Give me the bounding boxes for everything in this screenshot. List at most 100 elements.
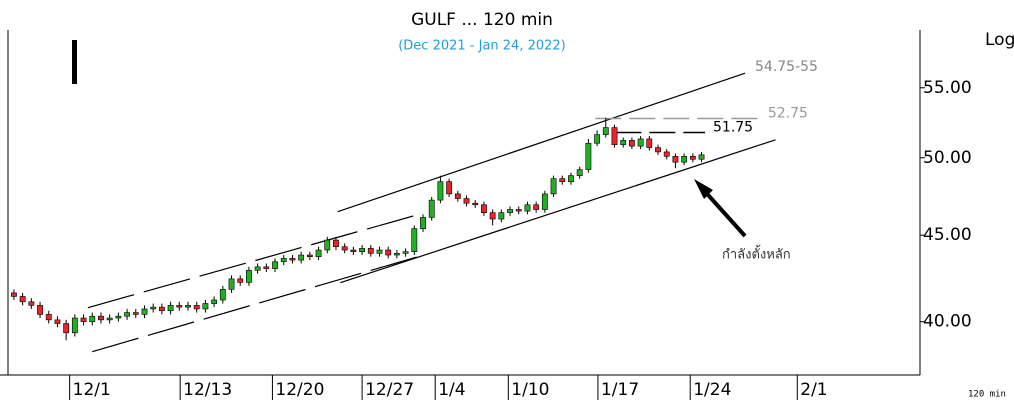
level-label: 51.75 bbox=[713, 120, 753, 136]
candle-body bbox=[472, 202, 479, 206]
candle-body bbox=[359, 248, 365, 252]
candle-body bbox=[228, 278, 235, 290]
candle-body bbox=[219, 289, 226, 301]
candle-body bbox=[11, 292, 17, 297]
x-tick-label: 1/24 bbox=[693, 380, 731, 400]
candle-body bbox=[507, 209, 513, 213]
candle-body bbox=[393, 253, 400, 256]
candle-body bbox=[106, 317, 113, 321]
y-tick-label: 40.00 bbox=[923, 312, 972, 332]
candle-body bbox=[254, 266, 261, 271]
candle-body bbox=[524, 204, 531, 212]
candle-body bbox=[202, 303, 209, 310]
candle-body bbox=[45, 314, 52, 321]
candle-body bbox=[481, 204, 487, 213]
candle-body bbox=[263, 266, 270, 269]
candle-body bbox=[298, 254, 305, 261]
candle-body bbox=[19, 296, 26, 303]
interval-label: 120 min bbox=[968, 390, 1006, 400]
candle-body bbox=[211, 299, 218, 304]
candle-body bbox=[515, 209, 522, 212]
candle-body bbox=[463, 198, 470, 204]
candle-body bbox=[411, 228, 418, 252]
candle-body bbox=[237, 278, 244, 283]
candle-body bbox=[158, 306, 165, 312]
level-label: 52.75 bbox=[768, 105, 808, 121]
x-tick-label: 12/13 bbox=[183, 380, 232, 400]
candle-body bbox=[150, 306, 157, 310]
candle-body bbox=[437, 181, 444, 201]
candle-body bbox=[585, 142, 592, 170]
candle-body bbox=[637, 138, 644, 147]
candle-body bbox=[620, 140, 627, 145]
candle-body bbox=[498, 212, 505, 220]
x-tick-label: 1/17 bbox=[601, 380, 639, 400]
candle-body bbox=[367, 248, 374, 254]
candle-body bbox=[698, 154, 705, 160]
candle-body bbox=[306, 254, 313, 258]
candle-body bbox=[141, 308, 148, 315]
x-tick-label: 1/10 bbox=[511, 380, 549, 400]
candle-body bbox=[280, 258, 287, 263]
cursor bbox=[72, 40, 77, 84]
candle-body bbox=[655, 147, 661, 153]
candle-body bbox=[80, 317, 87, 322]
y-tick-label: 55.00 bbox=[923, 78, 972, 98]
candle-body bbox=[568, 175, 574, 182]
candle-body bbox=[681, 156, 688, 163]
candle-body bbox=[272, 261, 278, 269]
candle-body bbox=[376, 249, 383, 254]
candle-body bbox=[672, 156, 679, 163]
candle-body bbox=[71, 317, 78, 334]
annotation: กำลังตั้งหลัก bbox=[722, 245, 791, 263]
candle-body bbox=[385, 249, 392, 256]
x-tick-label: 2/1 bbox=[800, 380, 827, 400]
candle-body bbox=[550, 178, 557, 195]
arrow-head bbox=[694, 179, 713, 199]
candle-body bbox=[602, 127, 609, 135]
candle-body bbox=[341, 246, 348, 251]
x-tick-label: 12/20 bbox=[275, 380, 324, 400]
candle-body bbox=[185, 305, 191, 308]
candle-body bbox=[628, 140, 635, 147]
chart-subtitle: (Dec 2021 - Jan 24, 2022) bbox=[398, 39, 566, 54]
trendline bbox=[340, 139, 776, 284]
candle-body bbox=[132, 312, 139, 315]
candle-body bbox=[193, 305, 200, 310]
y-tick-label: 45.00 bbox=[923, 225, 972, 245]
chart-title: GULF ... 120 min bbox=[411, 10, 553, 30]
candle-body bbox=[54, 319, 61, 324]
candle-body bbox=[63, 323, 70, 334]
candle-body bbox=[646, 138, 653, 148]
candle-body bbox=[541, 193, 548, 210]
candle-body bbox=[98, 315, 104, 321]
x-tick-label: 12/1 bbox=[73, 380, 111, 400]
candle-body bbox=[37, 305, 43, 315]
candle-body bbox=[533, 204, 540, 210]
candle-body bbox=[115, 315, 122, 319]
candle-body bbox=[594, 134, 600, 144]
candle-body bbox=[315, 249, 322, 258]
candle-body bbox=[402, 251, 409, 254]
candle-body bbox=[454, 193, 461, 199]
candle-body bbox=[289, 258, 296, 261]
candle-body bbox=[611, 127, 618, 145]
candle-body bbox=[428, 199, 435, 218]
y-tick-label: 50.00 bbox=[923, 148, 972, 168]
candle-body bbox=[420, 217, 426, 229]
candle-body bbox=[176, 305, 183, 308]
channel-label: 54.75-55 bbox=[755, 59, 818, 75]
candle-body bbox=[167, 305, 174, 312]
x-tick-label: 12/27 bbox=[365, 380, 414, 400]
candle-body bbox=[333, 239, 339, 247]
candle-body bbox=[350, 249, 357, 252]
candle-body bbox=[576, 169, 583, 176]
candle-body bbox=[124, 312, 130, 317]
trendline bbox=[87, 214, 418, 309]
scale-label: Log bbox=[985, 30, 1014, 50]
candle-body bbox=[559, 178, 566, 182]
candle-body bbox=[28, 301, 35, 306]
candle-body bbox=[324, 239, 331, 251]
trendline bbox=[337, 72, 746, 213]
